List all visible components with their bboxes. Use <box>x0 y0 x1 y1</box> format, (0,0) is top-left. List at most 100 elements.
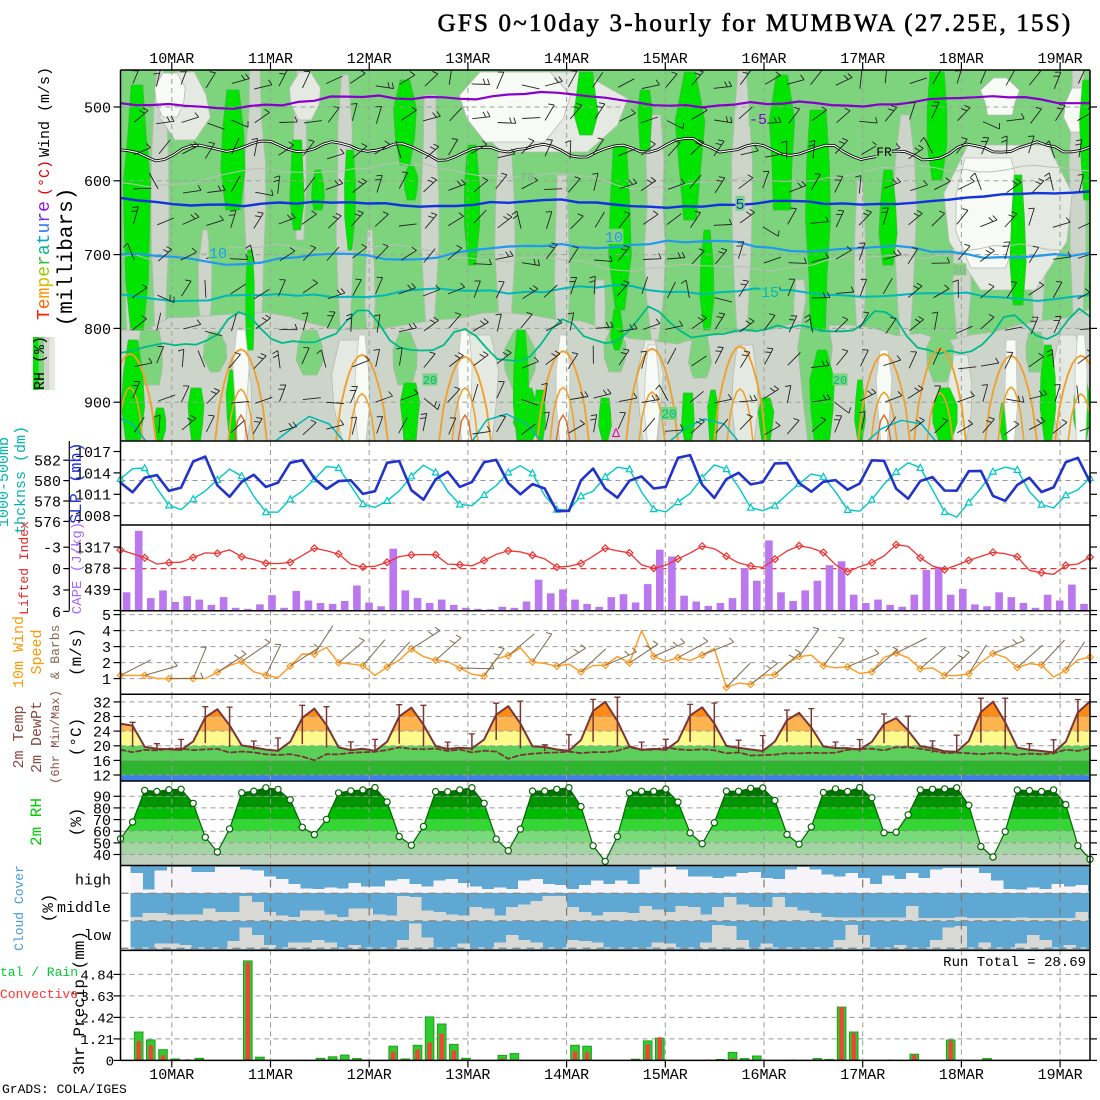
svg-text:16MAR: 16MAR <box>741 1067 786 1084</box>
svg-text:11MAR: 11MAR <box>248 1067 293 1084</box>
svg-text:3: 3 <box>52 583 61 600</box>
svg-text:16MAR: 16MAR <box>741 51 786 68</box>
svg-text:GrADS: COLA/IGES: GrADS: COLA/IGES <box>2 1082 127 1097</box>
svg-text:700: 700 <box>84 248 111 265</box>
svg-text:1008: 1008 <box>75 509 111 526</box>
svg-text:500: 500 <box>84 100 111 117</box>
svg-text:3.63: 3.63 <box>80 990 114 1006</box>
svg-text:(%): (%) <box>40 894 58 923</box>
svg-text:20: 20 <box>423 374 437 388</box>
svg-text:19MAR: 19MAR <box>1038 1067 1083 1084</box>
svg-text:17MAR: 17MAR <box>840 51 885 68</box>
svg-text:2: 2 <box>102 656 111 673</box>
svg-text:thcknss (dm): thcknss (dm) <box>13 426 30 534</box>
svg-text:20: 20 <box>833 374 847 388</box>
svg-text:GFS 0~10day 3-hourly for MUMBW: GFS 0~10day 3-hourly for MUMBWA (27.25E,… <box>438 10 1073 37</box>
svg-text:Convective: Convective <box>0 987 78 1002</box>
svg-text:10: 10 <box>209 246 227 263</box>
svg-text:15: 15 <box>761 285 779 302</box>
svg-text:30: 30 <box>952 264 966 278</box>
svg-text:40: 40 <box>93 848 111 865</box>
svg-text:Cloud Cover: Cloud Cover <box>12 865 27 951</box>
svg-text:578: 578 <box>34 494 61 511</box>
svg-text:1014: 1014 <box>75 466 111 483</box>
svg-text:5: 5 <box>735 197 744 214</box>
svg-text:10m Wind: 10m Wind <box>11 616 28 688</box>
svg-text:1317: 1317 <box>75 540 111 557</box>
svg-text:(m/s): (m/s) <box>68 628 86 676</box>
svg-text:Speed: Speed <box>29 629 46 674</box>
svg-text:low: low <box>84 928 111 945</box>
svg-text:Temperature: Temperature <box>35 201 55 320</box>
svg-text:18MAR: 18MAR <box>939 51 984 68</box>
svg-text:10: 10 <box>605 230 623 247</box>
svg-text:24: 24 <box>93 725 111 742</box>
svg-text:Lifted Index: Lifted Index <box>17 521 32 615</box>
svg-text:439: 439 <box>84 583 111 600</box>
svg-text:12MAR: 12MAR <box>347 51 392 68</box>
svg-text:10MAR: 10MAR <box>149 1067 194 1084</box>
svg-text:17MAR: 17MAR <box>840 1067 885 1084</box>
svg-text:32: 32 <box>93 695 111 712</box>
svg-text:1011: 1011 <box>75 488 111 505</box>
svg-text:SLP (mb): SLP (mb) <box>68 442 87 524</box>
svg-text:CAPE (J/kg): CAPE (J/kg) <box>70 522 86 614</box>
svg-text:-5: -5 <box>749 112 767 129</box>
svg-text:18MAR: 18MAR <box>939 1067 984 1084</box>
svg-text:19MAR: 19MAR <box>1038 51 1083 68</box>
svg-text:15MAR: 15MAR <box>643 51 688 68</box>
svg-text:878: 878 <box>84 562 111 579</box>
svg-text:2.42: 2.42 <box>80 1011 114 1027</box>
svg-text:middle: middle <box>57 900 111 917</box>
svg-text:70: 70 <box>93 813 111 830</box>
svg-text:(°C): (°C) <box>68 718 86 756</box>
svg-text:Wind (m/s): Wind (m/s) <box>37 67 54 157</box>
svg-text:14MAR: 14MAR <box>544 51 589 68</box>
svg-text:-3: -3 <box>43 541 61 558</box>
svg-text:5: 5 <box>102 608 111 625</box>
svg-text:1: 1 <box>102 672 111 689</box>
svg-text:60: 60 <box>93 825 111 842</box>
svg-text:10MAR: 10MAR <box>149 51 194 68</box>
svg-text:RH (%): RH (%) <box>32 336 49 390</box>
svg-text:(°C): (°C) <box>37 160 54 196</box>
svg-text:2m DewPt: 2m DewPt <box>29 701 46 773</box>
svg-text:576: 576 <box>34 515 61 532</box>
svg-text:582: 582 <box>34 454 61 471</box>
svg-text:12MAR: 12MAR <box>347 1067 392 1084</box>
svg-text:2m RH: 2m RH <box>28 798 46 846</box>
svg-text:15MAR: 15MAR <box>643 1067 688 1084</box>
svg-text:90: 90 <box>93 790 111 807</box>
svg-text:high: high <box>75 873 111 890</box>
svg-text:(6hr Min/Max): (6hr Min/Max) <box>49 690 63 784</box>
svg-text:(%): (%) <box>68 808 86 837</box>
svg-text:28: 28 <box>93 710 111 727</box>
svg-text:4.84: 4.84 <box>80 968 114 984</box>
svg-text:13MAR: 13MAR <box>445 51 490 68</box>
svg-text:Run Total = 28.69: Run Total = 28.69 <box>943 955 1086 971</box>
svg-text:1000-500mb: 1000-500mb <box>0 437 13 527</box>
svg-text:(millibars): (millibars) <box>56 188 79 327</box>
svg-text:6: 6 <box>52 605 61 622</box>
svg-text:800: 800 <box>84 322 111 339</box>
svg-text:12: 12 <box>93 768 111 785</box>
svg-text:20: 20 <box>93 739 111 756</box>
svg-text:tal / Rain: tal / Rain <box>0 965 78 980</box>
svg-text:Δ: Δ <box>612 426 620 441</box>
svg-text:13MAR: 13MAR <box>445 1067 490 1084</box>
svg-text:600: 600 <box>84 174 111 191</box>
svg-text:0: 0 <box>52 562 61 579</box>
svg-text:FR: FR <box>876 145 892 160</box>
svg-text:3: 3 <box>102 640 111 657</box>
svg-text:16: 16 <box>93 754 111 771</box>
svg-text:580: 580 <box>34 474 61 491</box>
svg-text:11MAR: 11MAR <box>248 51 293 68</box>
svg-text:0: 0 <box>106 1054 114 1070</box>
svg-text:2m Temp: 2m Temp <box>11 705 28 768</box>
svg-text:900: 900 <box>84 396 111 413</box>
svg-text:1.21: 1.21 <box>80 1033 114 1049</box>
svg-text:14MAR: 14MAR <box>544 1067 589 1084</box>
svg-text:70: 70 <box>520 171 534 185</box>
svg-text:1017: 1017 <box>75 445 111 462</box>
svg-text:& Barbs: & Barbs <box>48 625 63 680</box>
